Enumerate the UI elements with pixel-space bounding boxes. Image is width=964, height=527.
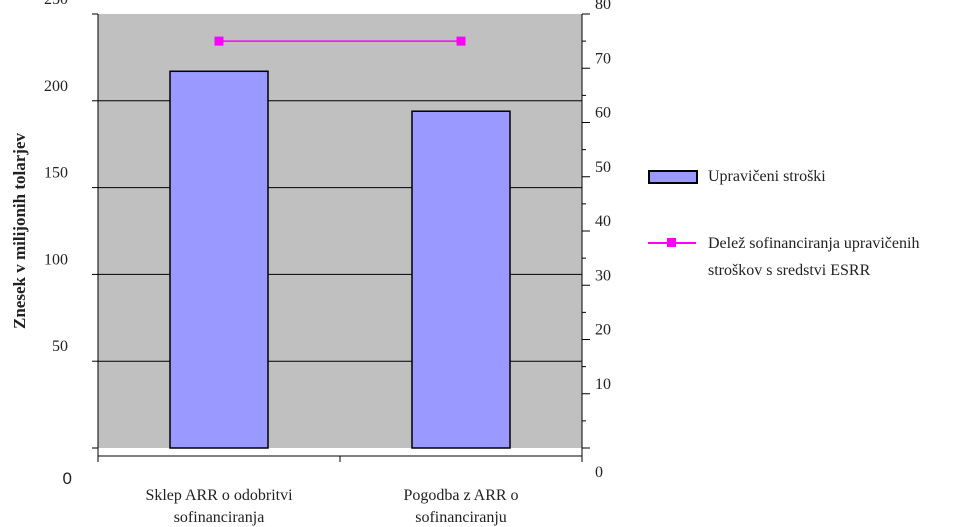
y-tick-label-right: 40	[595, 213, 611, 230]
x-tick-label: Sklep ARR o odobritvi sofinanciranja	[145, 487, 293, 526]
bar	[169, 70, 269, 449]
y-tick-label-left: 200	[44, 78, 68, 95]
legend-bar-swatch	[648, 170, 698, 184]
legend-line-marker	[667, 238, 676, 247]
y-tick-label-right: 70	[595, 50, 611, 67]
line-point	[456, 36, 466, 46]
y-tick-label-left: 250	[44, 0, 68, 8]
bar	[411, 110, 511, 449]
y-tick-label-right: 0	[595, 464, 603, 481]
line-point	[214, 36, 224, 46]
y-tick-label-right: 10	[595, 376, 611, 393]
y-tick-label-left: 100	[44, 251, 68, 268]
y-tick-label-right: 80	[595, 0, 611, 13]
legend-bar-label: Upravičeni stroški	[708, 168, 826, 185]
y-tick-label-right: 50	[595, 159, 611, 176]
y-tick-label-right: 20	[595, 322, 611, 339]
y-tick-label-left: 50	[52, 338, 68, 355]
y-axis-title: Znesek v milijonih tolarjev	[10, 133, 29, 329]
y-tick-label-right: 30	[595, 267, 611, 284]
y-tick-label-right: 60	[595, 105, 611, 122]
y-tick-label-left: 150	[44, 165, 68, 182]
legend-line-label: Delež sofinanciranja upravičenih stroško…	[708, 235, 920, 279]
y-tick-label-left: 0	[63, 469, 72, 488]
x-tick-label: Pogodba z ARR o sofinanciranju	[403, 487, 518, 526]
